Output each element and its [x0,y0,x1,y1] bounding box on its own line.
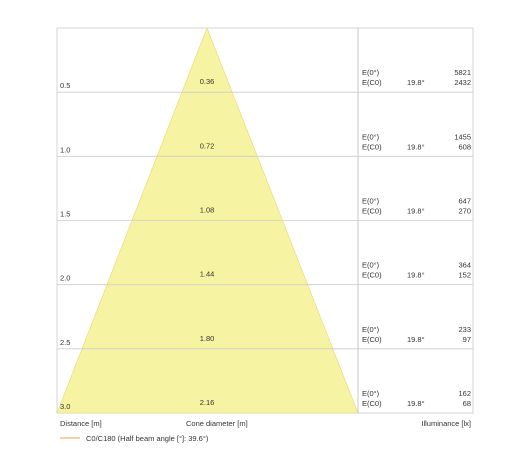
distance: 3.0 [60,402,70,411]
ec0-value: 2432 [454,78,471,87]
diameter: 0.36 [200,77,215,86]
distance: 2.0 [60,274,70,283]
diameter: 1.80 [200,334,215,343]
e0-value: 5821 [454,68,471,77]
e0-label: E(0°) [362,261,380,270]
diameter: 1.08 [200,206,215,215]
e0-value: 233 [458,325,471,334]
ec0-value: 152 [458,271,471,280]
angle: 19.8° [407,335,425,344]
e0-value: 647 [458,197,471,206]
ec0-label: E(C0) [362,78,382,87]
ec0-label: E(C0) [362,271,382,280]
angle: 19.8° [407,271,425,280]
e0-label: E(0°) [362,325,380,334]
ec0-value: 608 [458,142,471,151]
angle: 19.8° [407,78,425,87]
e0-value: 364 [458,261,471,270]
e0-label: E(0°) [362,389,380,398]
diameter: 1.44 [200,270,215,279]
diameter: 2.16 [200,398,215,407]
distance-label: Distance [m] [60,419,102,428]
ec0-label: E(C0) [362,142,382,151]
e0-value: 1455 [454,132,471,141]
diameter-label: Cone diameter [m] [186,419,248,428]
e0-label: E(0°) [362,68,380,77]
angle: 19.8° [407,142,425,151]
distance: 1.5 [60,210,70,219]
distance: 1.0 [60,145,70,154]
e0-label: E(0°) [362,132,380,141]
e0-label: E(0°) [362,197,380,206]
ec0-value: 97 [463,335,471,344]
illuminance-label: Illuminance [lx] [421,419,471,428]
e0-value: 162 [458,389,471,398]
ec0-label: E(C0) [362,399,382,408]
angle: 19.8° [407,207,425,216]
ec0-label: E(C0) [362,335,382,344]
ec0-value: 270 [458,207,471,216]
distance: 2.5 [60,338,70,347]
distance: 0.5 [60,81,70,90]
diameter: 0.72 [200,141,215,150]
ec0-label: E(C0) [362,207,382,216]
angle: 19.8° [407,399,425,408]
legend-text: C0/C180 (Half beam angle [°]: 39.6°) [86,434,209,443]
ec0-value: 68 [463,399,471,408]
